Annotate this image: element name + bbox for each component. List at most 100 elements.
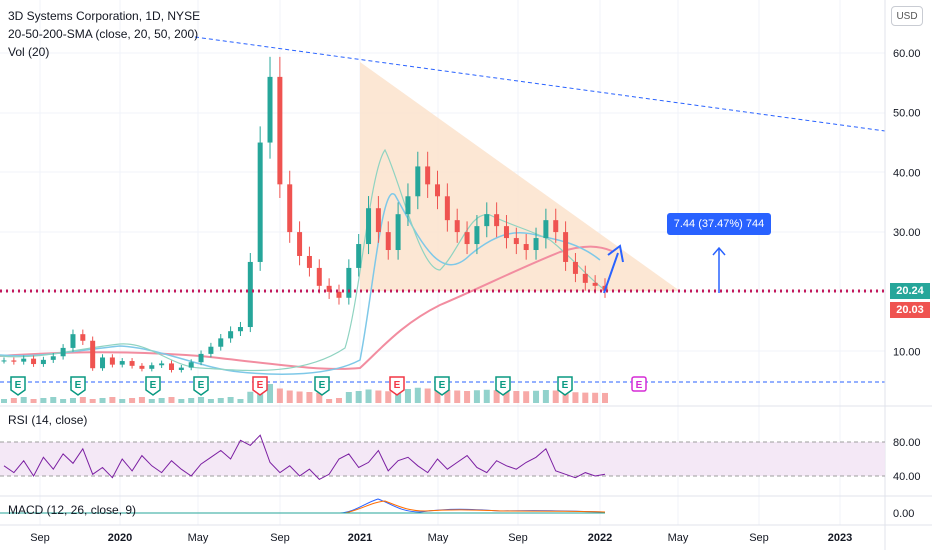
candle-body [523,244,529,251]
volume-bar [326,399,333,403]
candle-body [375,208,381,233]
measure-label[interactable]: 7.44 (37.47%) 744 [667,213,771,235]
volume-bar [168,397,175,403]
macd-legend[interactable]: MACD (12, 26, close, 9) [8,503,137,517]
earnings-marker-icon[interactable]: E [10,376,26,396]
earnings-marker-icon[interactable]: E [557,376,573,396]
candle-body [316,267,322,286]
projection-arrowhead-icon [607,244,624,263]
time-tick-label: 2022 [588,532,612,544]
prev-close-tag: 20.03 [890,302,930,318]
rsi-legend[interactable]: RSI (14, close) [8,413,88,427]
candle-body [464,232,470,245]
earnings-marker-icon[interactable]: E [495,376,511,396]
sma-20-line [0,148,606,372]
triangle-pattern[interactable] [360,62,680,291]
candle-body [474,226,480,245]
volume-bar [592,392,599,403]
time-tick-label: May [188,532,209,544]
candle-body [90,340,96,369]
volume-bar [375,390,382,403]
volume-bar [355,391,362,403]
time-axis[interactable]: Sep 2020 May Sep 2021 May Sep 2022 May Sep 2023 [30,532,852,544]
candle-body [454,220,460,233]
candle-body [80,334,86,341]
volume-bar [158,398,165,403]
earnings-marker-icon[interactable]: E [193,376,209,396]
volume-bar [454,390,461,403]
volume-bar [237,399,244,403]
volume-bar [138,397,145,403]
volume-bar [276,388,283,403]
volume-bar [582,392,589,403]
sma-200-line [0,245,613,370]
volume-bar [247,391,254,403]
earnings-marker-icon[interactable]: E [70,376,86,396]
candlesticks [1,56,608,373]
volume-bar [119,399,126,403]
candle-body [533,238,539,251]
candle-body [119,361,125,365]
candle-body [40,359,46,365]
candle-body [563,232,569,262]
candle-body [484,214,490,227]
candle-body [139,365,145,369]
volume-bar [602,392,608,403]
earnings-marker-icon[interactable]: E [434,376,450,396]
earnings-marker-icon[interactable]: E [389,376,405,396]
candle-body [60,347,66,357]
volume-bar [217,398,224,403]
volume-bar [365,389,372,403]
time-tick-label: May [428,532,449,544]
candle-body [494,214,500,227]
candle-body [503,226,509,239]
macd-scale[interactable]: 0.00 [893,508,914,520]
candle-body [415,166,421,197]
candle-body [277,76,283,185]
earnings-marker-icon[interactable]: E [145,376,161,396]
volume-bar [552,390,559,403]
projection-arrow[interactable] [603,252,619,294]
svg-text:E: E [150,380,157,391]
candle-body [218,338,224,347]
time-tick-label: Sep [30,532,50,544]
candle-body [405,196,411,215]
earnings-marker-icon[interactable]: E [631,376,647,392]
candle-body [297,232,303,256]
volume-bar [473,390,480,403]
candle-body [395,214,401,251]
volume-bar [50,397,57,403]
volume-bar [444,390,451,403]
svg-text:E: E [500,380,507,391]
price-tick-label: 30.00 [893,227,921,239]
volume-legend[interactable]: Vol (20) [8,45,50,59]
candle-body [572,261,578,274]
currency-button[interactable]: USD [891,6,923,26]
volume-bar [404,389,411,403]
earnings-marker-icon[interactable]: E [314,376,330,396]
candle-body [178,367,184,371]
volume-bar [296,391,303,403]
symbol-legend[interactable]: 3D Systems Corporation, 1D, NYSE [8,9,201,23]
trend-line[interactable] [194,36,886,132]
candle-body [306,255,312,268]
candle-body [50,356,56,360]
volume-bar [572,392,579,403]
candle-body [168,363,174,371]
candle-body [70,334,76,348]
last-price-tag: 20.24 [890,283,930,299]
volume-bar [483,389,490,403]
candle-body [425,166,431,185]
candle-body [159,363,165,366]
sma-legend[interactable]: 20-50-200-SMA (close, 20, 50, 200) [8,27,199,41]
volume-bar [306,392,313,403]
candle-body [444,196,450,221]
time-tick-label: 2020 [108,532,132,544]
rsi-scale[interactable]: 80.00 40.00 [893,437,921,483]
candle-body [198,353,204,363]
earnings-marker-icon[interactable]: E [252,376,268,396]
candle-body [435,184,441,197]
candle-body [366,208,372,245]
